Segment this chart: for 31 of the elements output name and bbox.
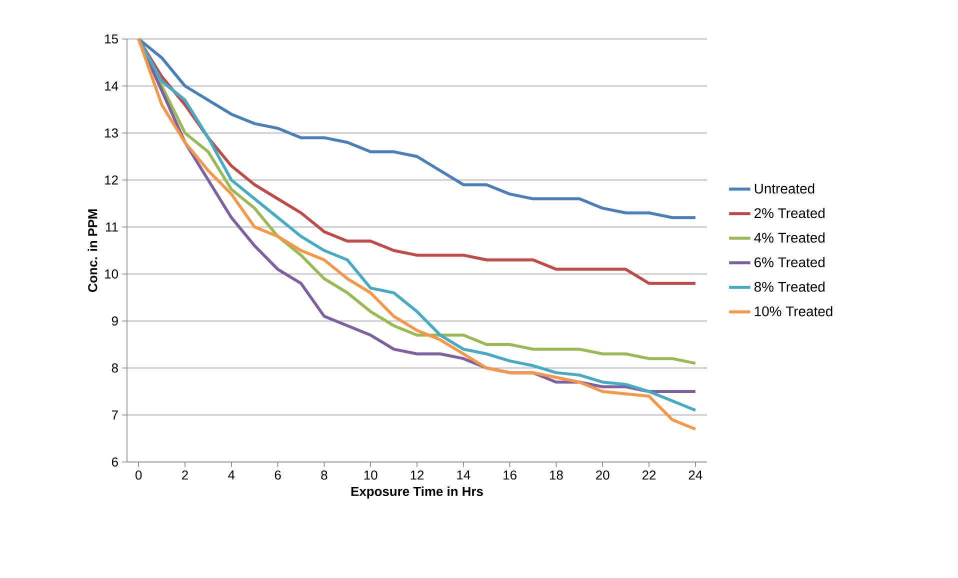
y-tick-label: 8 bbox=[112, 363, 118, 373]
y-tick-label: 12 bbox=[105, 175, 118, 185]
x-tick-label: 10 bbox=[364, 470, 378, 480]
x-tick-label: 24 bbox=[688, 470, 702, 480]
y-tick-label: 13 bbox=[105, 128, 118, 138]
x-tick-label: 14 bbox=[457, 470, 470, 480]
y-tick-label: 6 bbox=[112, 457, 118, 467]
legend-label: 4% Treated bbox=[754, 232, 825, 243]
y-axis-title: Conc. in PPM bbox=[88, 209, 98, 292]
x-tick-label: 0 bbox=[136, 470, 142, 480]
x-tick-label: 20 bbox=[596, 470, 610, 480]
y-tick-label: 9 bbox=[112, 316, 118, 326]
y-tick-label: 7 bbox=[112, 410, 118, 420]
y-tick-label: 10 bbox=[105, 269, 118, 279]
legend-label: 10% Treated bbox=[754, 306, 832, 316]
y-tick-label: 15 bbox=[105, 34, 118, 44]
legend-label: 2% Treated bbox=[754, 208, 825, 218]
y-tick-label: 11 bbox=[106, 222, 118, 232]
legend-label: Untreated bbox=[754, 183, 814, 194]
x-tick-label: 4 bbox=[228, 470, 235, 480]
x-tick-label: 2 bbox=[182, 470, 188, 480]
x-tick-label: 22 bbox=[642, 470, 656, 480]
x-axis-title: Exposure Time in Hrs bbox=[351, 486, 483, 499]
x-tick-label: 18 bbox=[550, 470, 563, 480]
x-tick-label: 16 bbox=[504, 470, 516, 480]
x-tick-label: 12 bbox=[410, 470, 424, 480]
y-tick-label: 14 bbox=[105, 82, 118, 90]
x-tick-label: 8 bbox=[321, 470, 328, 480]
x-tick-label: 6 bbox=[274, 470, 281, 480]
legend-label: 6% Treated bbox=[754, 256, 825, 268]
legend-label: 8% Treated bbox=[754, 282, 825, 292]
